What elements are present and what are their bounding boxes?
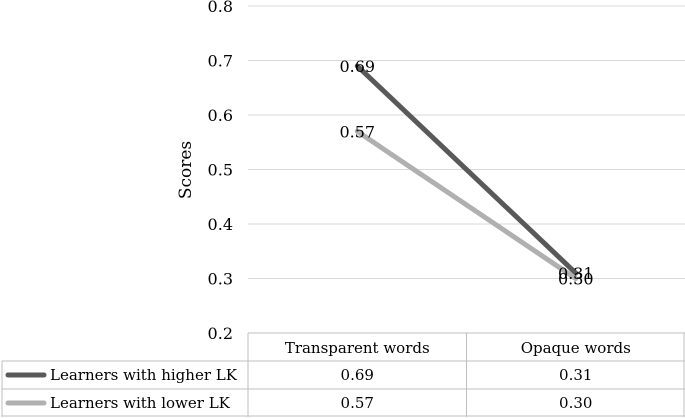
table-cell: 0.31 bbox=[559, 366, 592, 384]
data-label: 0.57 bbox=[339, 122, 375, 141]
table-cell: 0.30 bbox=[559, 394, 592, 412]
y-tick-label: 0.6 bbox=[208, 106, 233, 125]
data-table: Transparent words Opaque words Learners wi… bbox=[1, 332, 685, 417]
y-tick-label: 0.8 bbox=[208, 0, 233, 16]
y-tick-label: 0.5 bbox=[208, 161, 233, 180]
y-tick-label: 0.2 bbox=[208, 324, 233, 343]
series-lines bbox=[354, 63, 579, 281]
category-label: Opaque words bbox=[521, 339, 631, 357]
data-labels: 0.69 0.31 0.57 0.30 bbox=[339, 57, 593, 289]
data-label: 0.69 bbox=[339, 57, 375, 76]
y-tick-label: 0.4 bbox=[208, 215, 233, 234]
series-line-1 bbox=[354, 63, 579, 276]
y-tick-label: 0.3 bbox=[208, 270, 233, 289]
y-axis-title: Scores bbox=[176, 141, 196, 199]
table-cell: 0.57 bbox=[341, 394, 374, 412]
data-label: 0.31 bbox=[558, 264, 594, 283]
gridlines bbox=[248, 5, 685, 279]
table-cell: 0.69 bbox=[341, 366, 374, 384]
legend-label: Learners with lower LK bbox=[50, 394, 231, 412]
y-tick-label: 0.7 bbox=[208, 52, 233, 71]
category-label: Transparent words bbox=[285, 339, 430, 357]
series-line-2 bbox=[354, 128, 579, 281]
y-tick-labels: 0.2 0.3 0.4 0.5 0.6 0.7 0.8 bbox=[208, 0, 233, 343]
data-label: 0.30 bbox=[558, 270, 594, 289]
legend-label: Learners with higher LK bbox=[50, 366, 238, 384]
